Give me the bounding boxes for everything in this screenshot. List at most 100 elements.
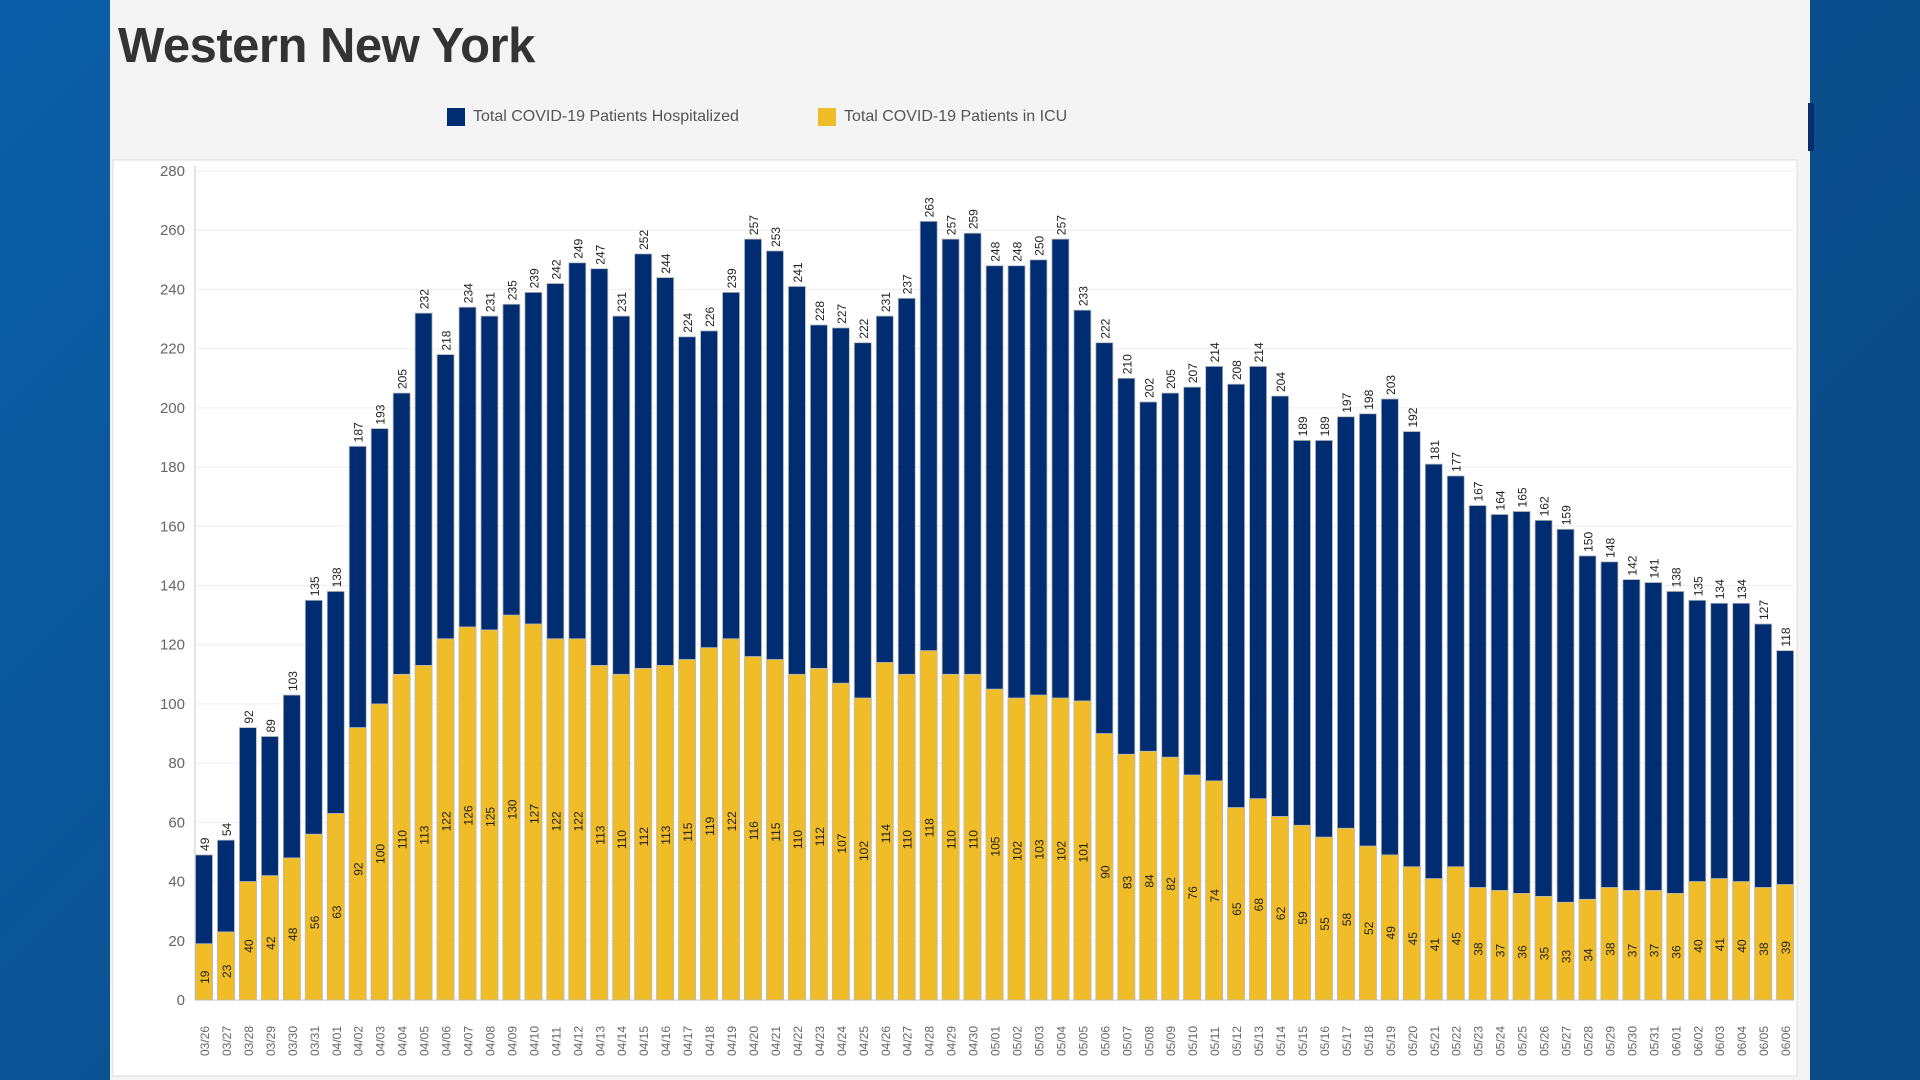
data-label-icu: 115 bbox=[769, 822, 783, 841]
data-label-icu: 38 bbox=[1757, 942, 1771, 956]
bar-icu bbox=[1468, 887, 1487, 1001]
x-tick-label: 04/01 bbox=[330, 1026, 344, 1056]
legend-item-icu[interactable]: Total COVID-19 Patients in ICU bbox=[818, 108, 1067, 126]
x-tick-label: 05/09 bbox=[1164, 1026, 1178, 1056]
data-label-hospitalized: 202 bbox=[1142, 378, 1156, 398]
data-label-icu: 112 bbox=[813, 827, 827, 846]
bar-icu bbox=[546, 638, 565, 1001]
data-label-hospitalized: 239 bbox=[725, 268, 739, 288]
x-tick-label: 05/20 bbox=[1406, 1026, 1420, 1056]
data-label-icu: 127 bbox=[527, 804, 541, 824]
data-label-hospitalized: 222 bbox=[857, 318, 871, 338]
data-label-hospitalized: 231 bbox=[483, 292, 497, 312]
bar-icu bbox=[788, 673, 806, 1001]
bar-icu bbox=[348, 727, 367, 1001]
bar-icu bbox=[722, 638, 740, 1001]
bar-icu bbox=[809, 667, 828, 1001]
data-label-icu: 39 bbox=[1779, 941, 1793, 955]
bar-icu bbox=[1688, 881, 1707, 1001]
data-label-icu: 126 bbox=[462, 805, 476, 825]
data-label-hospitalized: 239 bbox=[527, 268, 541, 288]
bar-icu bbox=[1227, 807, 1246, 1001]
x-tick-label: 05/19 bbox=[1384, 1026, 1398, 1056]
bar-icu bbox=[392, 673, 411, 1001]
data-label-icu: 110 bbox=[615, 830, 629, 849]
data-label-icu: 19 bbox=[198, 970, 212, 984]
data-label-icu: 37 bbox=[1494, 944, 1508, 958]
data-label-hospitalized: 118 bbox=[1779, 627, 1793, 646]
data-label-icu: 45 bbox=[1406, 932, 1420, 946]
data-label-hospitalized: 252 bbox=[637, 230, 651, 250]
bar-icu bbox=[875, 662, 894, 1001]
data-label-icu: 23 bbox=[220, 964, 234, 978]
x-tick-label: 04/26 bbox=[879, 1026, 893, 1056]
bar-icu bbox=[524, 623, 543, 1001]
x-tick-label: 05/12 bbox=[1230, 1026, 1244, 1056]
data-label-icu: 112 bbox=[637, 827, 651, 846]
bar-icu bbox=[1051, 697, 1070, 1001]
data-label-icu: 42 bbox=[264, 936, 278, 950]
y-tick-label: 60 bbox=[168, 814, 185, 831]
bar-icu bbox=[1073, 700, 1092, 1001]
data-label-icu: 37 bbox=[1625, 944, 1639, 958]
bar-icu bbox=[1666, 893, 1685, 1001]
data-label-icu: 100 bbox=[374, 844, 388, 864]
x-tick-label: 05/06 bbox=[1098, 1026, 1112, 1056]
data-label-hospitalized: 193 bbox=[374, 404, 388, 424]
x-tick-label: 04/19 bbox=[725, 1026, 739, 1056]
data-label-icu: 36 bbox=[1669, 945, 1683, 959]
data-label-hospitalized: 227 bbox=[835, 304, 849, 324]
data-label-hospitalized: 138 bbox=[330, 567, 344, 587]
x-tick-label: 05/05 bbox=[1076, 1026, 1090, 1056]
data-label-hospitalized: 226 bbox=[703, 307, 717, 327]
x-tick-label: 04/25 bbox=[857, 1026, 871, 1056]
data-label-icu: 40 bbox=[1691, 939, 1705, 953]
x-tick-label: 04/17 bbox=[681, 1026, 695, 1056]
data-label-hospitalized: 148 bbox=[1603, 537, 1617, 557]
y-tick-label: 200 bbox=[160, 400, 185, 417]
data-label-icu: 102 bbox=[1011, 841, 1025, 861]
x-tick-label: 04/05 bbox=[418, 1026, 432, 1056]
data-label-hospitalized: 197 bbox=[1340, 392, 1354, 412]
data-label-hospitalized: 134 bbox=[1735, 579, 1749, 599]
data-label-icu: 115 bbox=[681, 822, 695, 841]
bar-icu bbox=[414, 665, 433, 1001]
legend-item-hospitalized[interactable]: Total COVID-19 Patients Hospitalized bbox=[447, 108, 739, 126]
x-tick-label: 04/16 bbox=[659, 1026, 673, 1056]
data-label-hospitalized: 207 bbox=[1186, 363, 1200, 383]
data-label-icu: 122 bbox=[549, 811, 563, 831]
data-label-hospitalized: 205 bbox=[396, 369, 410, 389]
data-label-icu: 122 bbox=[725, 811, 739, 831]
data-label-hospitalized: 214 bbox=[1252, 342, 1266, 362]
data-label-hospitalized: 224 bbox=[681, 312, 695, 332]
bar-icu bbox=[1776, 884, 1795, 1001]
data-label-icu: 58 bbox=[1340, 912, 1354, 926]
y-tick-label: 240 bbox=[160, 281, 185, 298]
x-tick-label: 05/03 bbox=[1032, 1026, 1046, 1056]
data-label-icu: 102 bbox=[857, 841, 871, 861]
data-label-hospitalized: 189 bbox=[1296, 416, 1310, 436]
bar-icu bbox=[853, 697, 872, 1001]
data-label-hospitalized: 231 bbox=[879, 292, 893, 312]
bar-icu bbox=[282, 857, 301, 1001]
data-label-hospitalized: 247 bbox=[593, 244, 607, 264]
data-label-hospitalized: 263 bbox=[923, 197, 937, 217]
data-label-icu: 101 bbox=[1076, 842, 1090, 862]
data-label-icu: 103 bbox=[1032, 839, 1046, 859]
bar-icu bbox=[612, 673, 631, 1001]
legend-label-hospitalized: Total COVID-19 Patients Hospitalized bbox=[473, 108, 739, 125]
data-label-icu: 130 bbox=[505, 799, 519, 819]
x-tick-label: 04/13 bbox=[593, 1026, 607, 1056]
x-tick-label: 05/13 bbox=[1252, 1026, 1266, 1056]
bar-icu bbox=[897, 673, 916, 1001]
x-tick-label: 04/07 bbox=[462, 1026, 476, 1056]
bar-icu bbox=[1600, 887, 1619, 1001]
data-label-hospitalized: 218 bbox=[440, 330, 454, 350]
x-tick-label: 05/10 bbox=[1186, 1026, 1200, 1056]
y-tick-label: 120 bbox=[160, 637, 185, 654]
x-tick-label: 05/21 bbox=[1428, 1026, 1442, 1056]
data-label-icu: 122 bbox=[440, 811, 454, 831]
data-label-icu: 65 bbox=[1230, 902, 1244, 916]
data-label-hospitalized: 231 bbox=[615, 292, 629, 312]
x-tick-label: 05/26 bbox=[1538, 1026, 1552, 1056]
